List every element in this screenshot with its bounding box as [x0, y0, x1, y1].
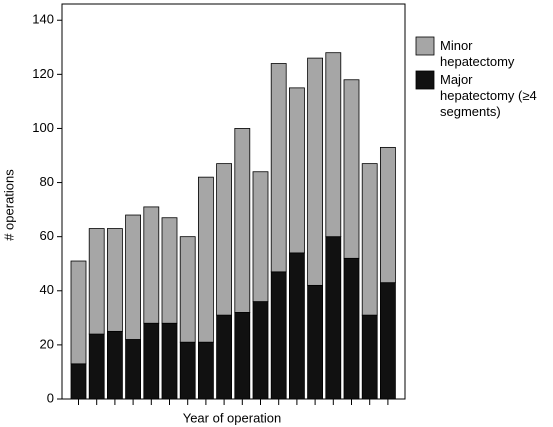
- bar-segment: [143, 322, 160, 400]
- bar-segment: [379, 146, 396, 284]
- y-tick-label: 20: [40, 336, 54, 351]
- bar-segment: [234, 128, 251, 313]
- y-tick-label: 100: [32, 120, 54, 135]
- bar-segment: [216, 314, 233, 400]
- bar-segment: [325, 236, 342, 400]
- bar-segment: [216, 163, 233, 316]
- bar-segment: [197, 176, 214, 343]
- bar-segment: [70, 363, 87, 400]
- bar-segment: [70, 260, 87, 365]
- x-axis-label: Year of operation: [183, 410, 282, 425]
- bar-segment: [88, 333, 105, 400]
- legend-label: Major hepatectomy (≥4 segments): [440, 72, 537, 119]
- y-tick-label: 140: [32, 12, 54, 27]
- bar-segment: [361, 163, 378, 316]
- bar-segment: [107, 228, 123, 332]
- bar-segment: [234, 312, 251, 400]
- legend-swatch: [415, 70, 435, 90]
- bar-segment: [270, 63, 287, 273]
- legend-label: Minor hepatectomy: [440, 38, 515, 69]
- bar-segment: [143, 206, 160, 324]
- bar-segment: [307, 284, 324, 400]
- bar-segment: [288, 87, 305, 254]
- bar-segment: [325, 52, 342, 238]
- bar-segment: [179, 236, 196, 343]
- bar-segment: [179, 341, 196, 400]
- bar-segment: [288, 252, 305, 400]
- bar-segment: [252, 301, 269, 400]
- bar-segment: [379, 282, 396, 400]
- bar-segment: [161, 217, 178, 324]
- bar-segment: [88, 228, 105, 335]
- plot-frame: [61, 3, 406, 400]
- bar-segment: [252, 171, 269, 303]
- y-tick-label: 0: [47, 390, 54, 405]
- bar-segment: [343, 79, 360, 259]
- bar-segment: [125, 214, 141, 340]
- y-tick-label: 80: [40, 174, 54, 189]
- bar-segment: [307, 57, 324, 286]
- y-axis-label: # operations: [1, 169, 16, 241]
- bar-segment: [197, 341, 214, 400]
- legend-swatch: [415, 36, 435, 56]
- bar-segment: [270, 271, 287, 400]
- bar-segment: [361, 314, 378, 400]
- bar-segment: [107, 330, 123, 400]
- y-tick-label: 40: [40, 282, 54, 297]
- y-tick-label: 60: [40, 228, 54, 243]
- bar-segment: [161, 322, 178, 400]
- bar-segment: [343, 257, 360, 400]
- bar-segment: [125, 339, 141, 400]
- y-tick-label: 120: [32, 66, 54, 81]
